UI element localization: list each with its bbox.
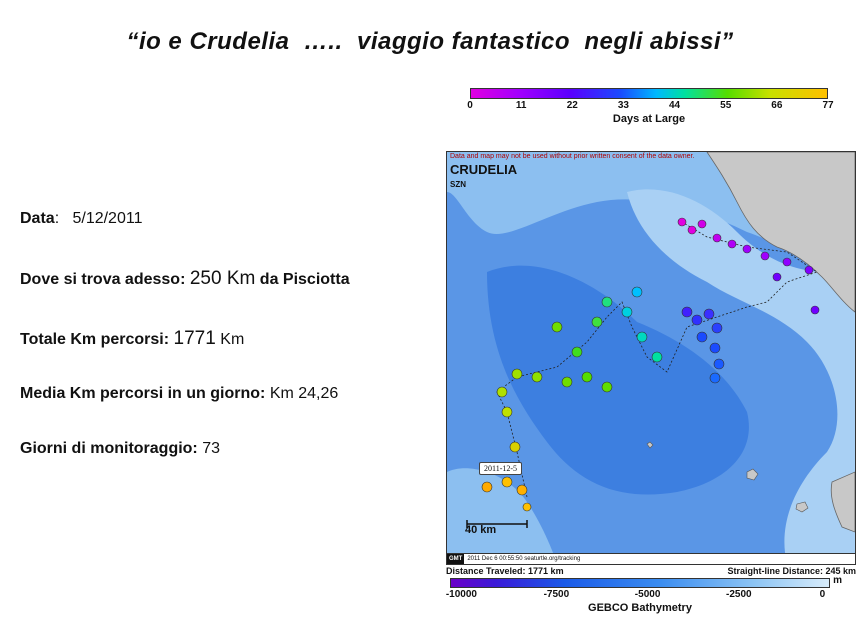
straight-line-distance: Straight-line Distance: 245 km <box>727 566 856 576</box>
date-label: Data <box>20 210 55 227</box>
island-small <box>646 441 654 449</box>
track-line <box>496 221 818 498</box>
bathymetry-tick: -5000 <box>634 589 661 600</box>
distance-row: Distance Traveled: 1771 km Straight-line… <box>446 566 856 576</box>
island-small <box>795 501 809 513</box>
map-canvas <box>447 152 855 564</box>
bathymetry-tick: -2500 <box>726 589 752 600</box>
days-tick: 0 <box>467 100 473 111</box>
gmt-logo: GMT <box>447 554 465 564</box>
bathymetry-caption: GEBCO Bathymetry <box>588 602 692 614</box>
date-marker-label: 2011-12-5 <box>479 462 523 475</box>
info-date: Data: 5/12/2011 <box>20 210 143 227</box>
info-total-km: Totale Km percorsi: 1771 Km <box>20 328 244 350</box>
page-title: “io e Crudelia ….. viaggio fantastico ne… <box>126 28 734 55</box>
date-value: 5/12/2011 <box>72 210 143 227</box>
monitoring-days-value: 73 <box>202 440 221 457</box>
land-mainland <box>706 152 855 313</box>
location-suffix: da Pisciotta <box>259 271 350 288</box>
tracking-map: Data and map may not be used without pri… <box>446 151 856 565</box>
total-km-value: 1771 <box>173 328 216 349</box>
info-location: Dove si trova adesso: 250 Km da Pisciott… <box>20 268 350 290</box>
organization-label: SZN <box>450 180 466 189</box>
info-daily-average: Media Km percorsi in un giorno: Km 24,26 <box>20 385 338 403</box>
bathymetry-ticks: -10000 -7500 -5000 -2500 0 <box>446 588 830 602</box>
deep-basin <box>487 265 749 495</box>
daily-average-label: Media Km percorsi in un giorno: <box>20 385 266 402</box>
land-sicily-tip <box>830 471 855 533</box>
days-colorbar-ticks: 0 11 22 33 44 55 66 77 <box>467 99 833 113</box>
total-km-label: Totale Km percorsi: <box>20 331 170 348</box>
bathymetry-colorbar: m -10000 -7500 -5000 -2500 0 GEBCO Bathy… <box>446 575 842 614</box>
bathymetry-tick: -7500 <box>543 589 570 600</box>
bathymetry-tick: 0 <box>819 589 826 600</box>
tracking-site: seaturtle.org/tracking <box>524 556 581 562</box>
bathymetry-tick: -10000 <box>445 589 477 600</box>
days-tick: 33 <box>617 100 629 111</box>
daily-average-value: Km 24,26 <box>269 385 339 402</box>
distance-traveled: Distance Traveled: 1771 km <box>446 566 564 576</box>
days-tick: 77 <box>822 100 834 111</box>
map-footer: GMT 2011 Dec 6 00:55:50 seaturtle.org/tra… <box>447 553 855 564</box>
animal-name: CRUDELIA <box>450 162 518 177</box>
island-small <box>746 468 759 481</box>
location-value: 250 Km <box>189 268 256 289</box>
map-disclaimer: Data and map may not be used without pri… <box>450 153 695 160</box>
days-tick: 44 <box>668 100 681 111</box>
days-tick: 11 <box>515 100 527 111</box>
shallow-water-shelf <box>627 189 855 564</box>
track-points <box>481 217 820 512</box>
days-tick: 22 <box>566 100 578 111</box>
bathymetry-unit: m <box>833 575 842 586</box>
scale-label: 40 km <box>465 524 497 536</box>
location-label: Dove si trova adesso: <box>20 271 186 288</box>
map-timestamp: 2011 Dec 6 00:55:50 <box>467 556 523 562</box>
days-tick: 55 <box>720 100 732 111</box>
shallow-water-southwest <box>447 468 557 564</box>
scale-bar <box>466 520 528 528</box>
days-colorbar-caption: Days at Large <box>612 113 686 125</box>
days-tick: 66 <box>771 100 783 111</box>
days-colorbar: 0 11 22 33 44 55 66 77 Days at Large <box>467 88 834 125</box>
total-km-unit: Km <box>220 331 245 348</box>
bathymetry-colorbar-gradient <box>450 578 830 588</box>
days-colorbar-gradient <box>470 88 828 99</box>
monitoring-days-label: Giorni di monitoraggio: <box>20 440 198 457</box>
info-monitoring-days: Giorni di monitoraggio: 73 <box>20 440 220 458</box>
